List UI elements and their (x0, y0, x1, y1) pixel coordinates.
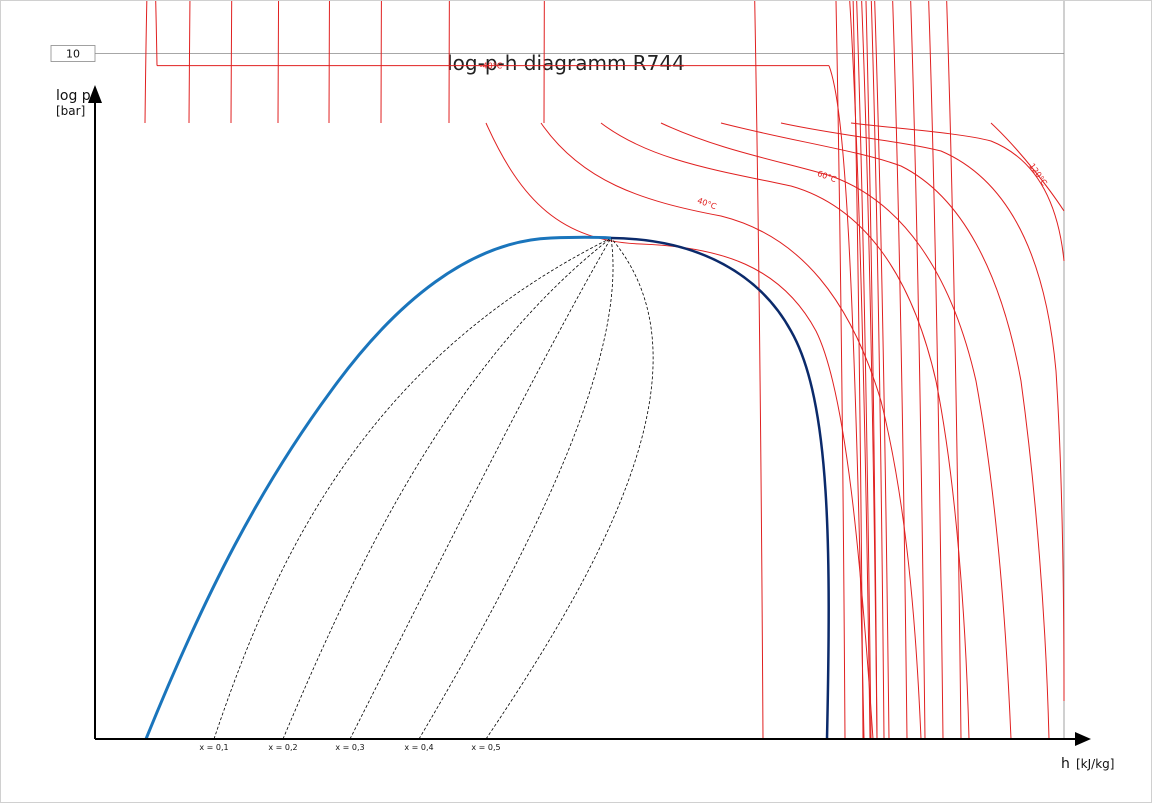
isotherms: -40°C-30°C-20°C-10°C0°C10°C20°C30°C40°C6… (144, 1, 1065, 740)
x-axis-unit: [kJ/kg] (1076, 757, 1114, 771)
x-axis-label: h (1061, 756, 1070, 772)
isotherm-liquid (277, 1, 280, 124)
quality-lines: x = 0,1 x = 0,2 x = 0,3 x = 0,4 x = 0,5 (199, 237, 654, 752)
isotherm-supercritical (780, 122, 1065, 702)
quality-line (485, 237, 654, 740)
isotherm-liquid (380, 1, 382, 124)
isotherm-supercritical (720, 122, 1050, 740)
quality-label: x = 0,1 (199, 743, 228, 752)
quality-label: x = 0,3 (335, 743, 364, 752)
quality-line (213, 237, 612, 740)
chart-title: log-p-h diagramm R744 (447, 51, 685, 75)
y-axis-unit: [bar] (56, 104, 85, 118)
y-axis-label: log p (56, 88, 91, 104)
isotherm-supercritical (600, 122, 970, 740)
isotherm-vapor (946, 1, 962, 740)
isotherm-liquid (230, 1, 233, 124)
saturated-vapor-line (610, 236, 830, 740)
isotherm-vapor (861, 1, 878, 740)
isotherm-liquid (144, 1, 158, 124)
isotherm-supercritical (660, 122, 1012, 740)
isotherm-supercritical (850, 122, 1065, 262)
quality-label: x = 0,5 (471, 743, 500, 752)
isotherm-liquid (188, 1, 191, 124)
isotherm-vapor (892, 1, 908, 740)
isotherm-vapor (849, 1, 871, 740)
isotherm-label: 40°C (696, 196, 718, 211)
isotherm-supercritical (990, 122, 1065, 212)
y-axis-arrow (88, 85, 102, 103)
quality-line (349, 237, 612, 740)
tick-box-10 (50, 45, 96, 62)
y-tick-label: 10 (66, 48, 80, 61)
isotherm-label: -40°C (480, 62, 503, 71)
isotherm-vapor (928, 1, 944, 740)
isotherm-vapor (828, 65, 865, 740)
isotherm-supercritical (485, 122, 874, 740)
saturated-liquid-line (144, 235, 612, 740)
isotherm-supercritical (540, 122, 922, 740)
quality-label: x = 0,2 (268, 743, 297, 752)
isotherm-label: 120°C (1027, 162, 1049, 188)
isotherm-vapor (856, 1, 872, 740)
isotherm-vapor (835, 1, 846, 740)
quality-line (282, 237, 612, 740)
isotherm-label: 60°C (816, 169, 838, 184)
isotherm-vapor (865, 1, 878, 740)
isotherm-liquid (328, 1, 330, 124)
isotherm-vapor (910, 1, 926, 740)
isotherm-vapor (874, 1, 890, 740)
isotherm-vapor (852, 1, 864, 740)
x-axis-arrow (1075, 732, 1091, 746)
y-tick-labels: 102030405060708090100110120 (50, 45, 96, 62)
quality-line (418, 237, 614, 740)
grid-lines (95, 1, 1065, 739)
isotherm-vapor (754, 1, 764, 740)
isotherm-vapor (870, 1, 885, 740)
saturation-dome (144, 235, 830, 740)
quality-label: x = 0,4 (404, 743, 433, 752)
